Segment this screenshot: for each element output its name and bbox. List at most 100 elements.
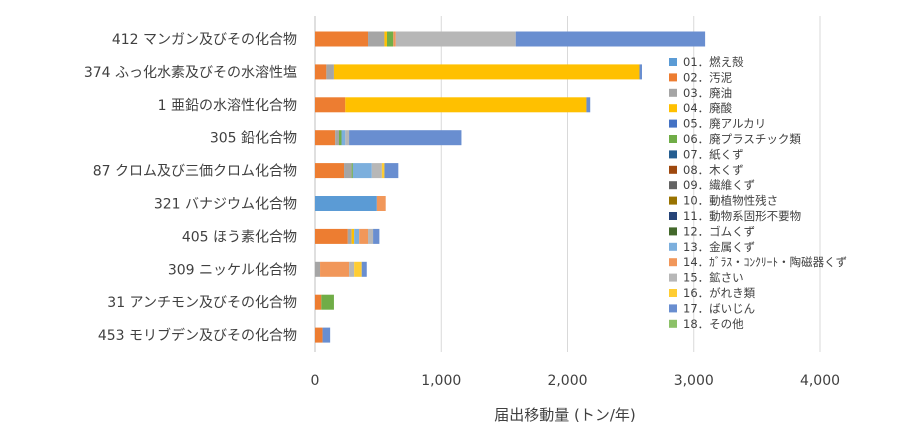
- legend-label: 06．廃プラスチック類: [683, 132, 801, 146]
- x-tick-labels: 0 1,000 2,000 3,000 4,000: [311, 373, 841, 389]
- legend-label: 15．鉱さい: [683, 271, 744, 285]
- bar-segment: [321, 294, 334, 310]
- legend-label: 13．金属くず: [683, 240, 755, 254]
- category-label: 305 鉛化合物: [210, 131, 297, 147]
- bar-segment: [352, 163, 372, 179]
- legend-swatch: [669, 73, 677, 82]
- bar-segment: [373, 228, 380, 244]
- category-label: 374 ふっ化水素及びその水溶性塩: [84, 65, 297, 81]
- bars: [315, 31, 706, 343]
- bar-segment: [386, 31, 394, 47]
- legend-label: 12．ゴムくず: [683, 224, 755, 238]
- legend-swatch: [669, 165, 677, 174]
- bar-segment: [371, 163, 382, 179]
- bar-segment: [320, 261, 350, 277]
- legend-label: 09．繊維くず: [683, 178, 755, 192]
- bar-segment: [315, 228, 348, 244]
- bar-segment: [315, 31, 369, 47]
- x-tick-label: 4,000: [800, 373, 840, 389]
- category-label: 412 マンガン及びその化合物: [112, 32, 297, 48]
- legend-label: 03．廃油: [683, 86, 732, 100]
- bar-segment: [315, 196, 377, 211]
- bar-segment: [338, 130, 342, 146]
- bar-segment: [345, 97, 587, 113]
- legend-label: 01．燃え殻: [683, 55, 744, 69]
- bar-segment: [368, 228, 374, 244]
- legend-swatch: [669, 227, 677, 236]
- category-label: 1 亜鉛の水溶性化合物: [158, 98, 297, 114]
- legend-label: 02．汚泥: [683, 70, 732, 84]
- legend-label: 07．紙くず: [683, 147, 744, 161]
- x-tick-label: 1,000: [421, 373, 461, 389]
- legend-swatch: [669, 304, 677, 313]
- legend-label: 17．ばいじん: [683, 301, 755, 315]
- bar-segment: [345, 130, 350, 146]
- legend-label: 08．木くず: [683, 163, 744, 177]
- legend-swatch: [669, 119, 677, 128]
- bar-segment: [354, 261, 362, 277]
- legend-swatch: [669, 289, 677, 297]
- category-label: 453 モリブデン及びその化合物: [98, 327, 297, 344]
- legend-label: 10．動植物性残さ: [683, 194, 778, 208]
- category-labels: 412 マンガン及びその化合物 374 ふっ化水素及びその水溶性塩 1 亜鉛の水溶性…: [84, 32, 297, 344]
- legend-label: 16．がれき類: [683, 286, 756, 300]
- x-tick-label: 2,000: [547, 373, 587, 389]
- legend-swatch: [669, 181, 677, 190]
- bar-segment: [315, 64, 327, 80]
- legend-swatch: [669, 273, 677, 282]
- bar-segment: [326, 64, 334, 80]
- bar-segment: [393, 31, 396, 47]
- bar-segment: [381, 163, 385, 179]
- x-axis-label: 届出移動量 (トン/年): [494, 406, 636, 424]
- category-label: 405 ほう素化合物: [182, 229, 297, 245]
- bar-segment: [335, 130, 339, 146]
- legend-swatch: [669, 196, 677, 205]
- legend-swatch: [669, 150, 677, 159]
- bar-segment: [349, 130, 462, 146]
- bar-segment: [515, 31, 706, 47]
- bar-segment: [341, 130, 346, 146]
- category-label: 309 ニッケル化合物: [168, 262, 297, 278]
- bar-segment: [384, 163, 399, 179]
- bar-segment: [315, 163, 345, 179]
- bar-segment: [354, 228, 360, 244]
- bar-segment: [333, 64, 640, 80]
- bar-segment: [315, 97, 346, 113]
- legend-swatch: [669, 258, 677, 267]
- legend-label: 11．動物系固形不要物: [683, 209, 801, 223]
- bar-segment: [639, 64, 642, 80]
- bar-segment: [344, 163, 352, 179]
- bar-segment: [368, 31, 385, 47]
- legend-swatch: [669, 135, 677, 143]
- bar-segment: [347, 228, 352, 244]
- legend-swatch: [669, 88, 677, 97]
- legend-label: 04．廃酸: [683, 101, 733, 115]
- legend-label: 05．廃アルカリ: [683, 117, 766, 131]
- bar-segment: [322, 327, 331, 343]
- legend-swatch: [669, 319, 677, 328]
- bar-segment: [376, 196, 386, 211]
- bar-segment: [315, 294, 322, 310]
- bar-segment: [315, 327, 323, 343]
- legend-label: 14．ｶﾞﾗｽ・ｺﾝｸﾘｰﾄ・陶磁器くず: [683, 255, 847, 269]
- category-label: 87 クロム及び三価クロム化合物: [93, 164, 297, 180]
- x-tick-label: 0: [311, 373, 320, 389]
- bar-segment: [351, 163, 353, 179]
- legend-swatch: [669, 58, 677, 66]
- category-label: 31 アンチモン及びその化合物: [107, 295, 297, 311]
- bar-segment: [586, 97, 591, 113]
- bar-segment: [349, 261, 355, 277]
- x-tick-label: 3,000: [674, 373, 714, 389]
- legend-swatch: [669, 104, 677, 113]
- bar-segment: [315, 261, 321, 277]
- bar-segment: [384, 31, 387, 47]
- legend-swatch: [669, 212, 677, 220]
- legend-label: 18．その他: [683, 317, 744, 331]
- bar-segment: [395, 31, 516, 47]
- bar-segment: [351, 228, 355, 244]
- bar-segment: [359, 228, 369, 244]
- category-label: 321 バナジウム化合物: [154, 197, 297, 213]
- legend-swatch: [669, 242, 677, 251]
